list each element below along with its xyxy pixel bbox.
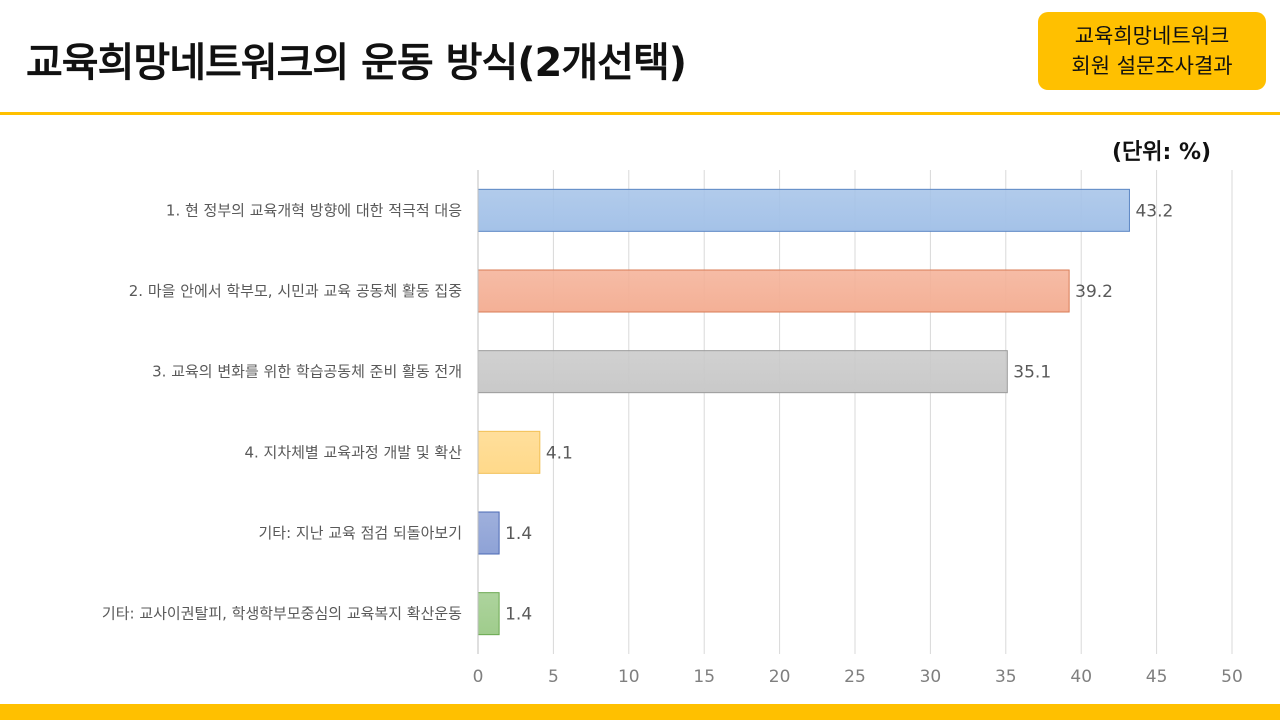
x-tick-label: 40 [1070, 667, 1092, 687]
category-label: 기타: 지난 교육 점검 되돌아보기 [258, 524, 462, 542]
bar [477, 592, 500, 636]
x-tick-label: 30 [920, 667, 942, 687]
bar [477, 511, 500, 555]
data-label: 1.4 [505, 605, 532, 625]
category-label: 2. 마을 안에서 학부모, 시민과 교육 공동체 활동 집중 [129, 282, 462, 300]
x-tick-label: 50 [1221, 667, 1243, 687]
category-label: 1. 현 정부의 교육개혁 방향에 대한 적극적 대응 [166, 201, 462, 219]
x-tick-label: 25 [844, 667, 866, 687]
bar-chart: 0 5 10 15 20 25 30 35 40 45 50 1. 현 정부의 교육개혁 방향에 대한… [102, 170, 1243, 687]
category-label: 4. 지차체별 교육과정 개발 및 확산 [244, 443, 462, 461]
header-divider [0, 112, 1280, 115]
data-label: 1.4 [505, 524, 532, 544]
x-tick-label: 45 [1146, 667, 1168, 687]
x-tick-label: 10 [618, 667, 640, 687]
bar [477, 188, 1130, 232]
bar [477, 430, 541, 474]
badge-line-1: 교육희망네트워크 [1074, 24, 1230, 48]
x-tick-label: 20 [769, 667, 791, 687]
footer-bar [0, 704, 1280, 720]
x-tick-label: 5 [548, 667, 559, 687]
category-label: 3. 교육의 변화를 위한 학습공동체 준비 활동 전개 [152, 363, 462, 381]
badge-line-2: 회원 설문조사결과 [1071, 54, 1233, 78]
data-label: 35.1 [1013, 363, 1051, 383]
x-tick-label: 15 [693, 667, 715, 687]
survey-badge: 교육희망네트워크 회원 설문조사결과 [1038, 12, 1266, 90]
bar [477, 350, 1008, 394]
data-label: 43.2 [1135, 201, 1173, 221]
data-label: 39.2 [1075, 282, 1113, 302]
page-title: 교육희망네트워크의 운동 방식(2개선택) [26, 40, 687, 86]
data-label: 4.1 [546, 443, 573, 463]
x-tick-label: 0 [473, 667, 484, 687]
x-tick-label: 35 [995, 667, 1017, 687]
unit-label: (단위: %) [1112, 140, 1212, 165]
category-label: 기타: 교사이권탈피, 학생학부모중심의 교육복지 확산운동 [102, 605, 462, 623]
bar [477, 269, 1070, 313]
